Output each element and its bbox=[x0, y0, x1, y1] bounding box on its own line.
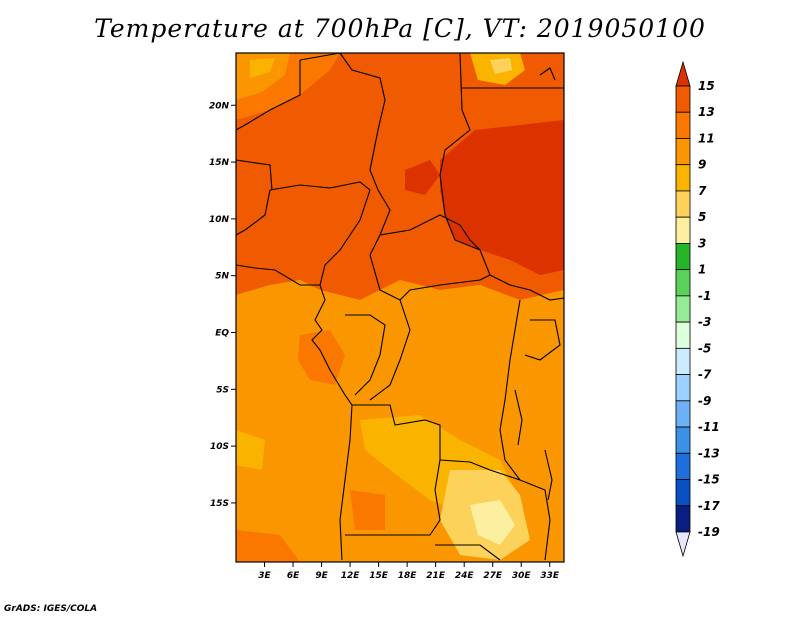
country-borders bbox=[235, 52, 565, 561]
fill-hot-small bbox=[405, 160, 440, 195]
colorbar-swatch bbox=[675, 190, 691, 218]
colorbar-label: -19 bbox=[698, 525, 720, 539]
fill-ne-yellow bbox=[490, 58, 512, 74]
lat-label: EQ bbox=[215, 328, 229, 338]
colorbar-label: 7 bbox=[698, 184, 707, 198]
border-rift bbox=[499, 299, 521, 481]
colorbar-label: -7 bbox=[698, 368, 712, 382]
colorbar-swatch bbox=[675, 321, 691, 349]
colorbar-swatch bbox=[675, 374, 691, 402]
colorbar-swatch bbox=[675, 505, 691, 533]
colorbar-label: -13 bbox=[698, 446, 720, 460]
border-drc-west bbox=[369, 299, 411, 401]
lon-label: 12E bbox=[341, 571, 361, 581]
colorbar-label: -15 bbox=[698, 473, 720, 487]
latitude-axis: 20N 15N 10N 5N EQ 5S 10S 15S bbox=[209, 101, 236, 509]
colorbar-swatch bbox=[675, 138, 691, 166]
fill-nw-corner bbox=[236, 53, 290, 100]
colorbar-label: -11 bbox=[698, 420, 720, 434]
border-east bbox=[489, 274, 565, 301]
border-angola-south bbox=[345, 459, 441, 536]
border-drc-angola bbox=[352, 404, 491, 471]
grads-credit: GrADS: IGES/COLA bbox=[4, 604, 98, 614]
colorbar-swatch bbox=[675, 269, 691, 297]
colorbar-swatch bbox=[675, 452, 691, 480]
lake-victoria bbox=[524, 319, 561, 361]
lat-label: 15S bbox=[210, 499, 229, 509]
lat-label: 5N bbox=[215, 272, 229, 282]
border-niger-nigeria bbox=[269, 181, 371, 191]
colorbar-swatch bbox=[675, 111, 691, 139]
colorbar-label: -9 bbox=[698, 394, 711, 408]
lat-label: 10N bbox=[209, 215, 230, 225]
fill-angola-dark bbox=[350, 490, 385, 530]
lon-label: 33E bbox=[540, 571, 560, 581]
border-mali-burkina bbox=[235, 159, 273, 191]
fill-sw-dark bbox=[236, 530, 300, 562]
border-sudan-west bbox=[439, 52, 491, 276]
colorbar-label: 15 bbox=[698, 79, 715, 93]
colorbar-swatch bbox=[675, 479, 691, 507]
colorbar-swatch bbox=[675, 295, 691, 323]
coast-red-sea bbox=[539, 67, 556, 81]
colorbar-label: 5 bbox=[698, 210, 706, 224]
colorbar-swatch bbox=[675, 400, 691, 428]
lon-label: 18E bbox=[398, 571, 418, 581]
temperature-fill bbox=[236, 53, 564, 562]
colorbar-label: -3 bbox=[698, 315, 711, 329]
lat-label: 10S bbox=[210, 442, 229, 452]
colorbar-swatch bbox=[675, 85, 691, 113]
border-namibia bbox=[435, 544, 501, 561]
border-burkina bbox=[235, 189, 271, 236]
colorbar-label: 11 bbox=[698, 131, 715, 145]
colorbar-swatch bbox=[675, 243, 691, 271]
border-algeria-mali bbox=[235, 60, 301, 131]
lat-label: 20N bbox=[209, 101, 230, 111]
border-car-south bbox=[369, 254, 491, 301]
colorbar-top-triangle bbox=[675, 60, 691, 87]
colorbar: 15 13 11 9 7 5 3 1 -1 -3 -5 -7 -9 -11 -13 -15 -17 -19 bbox=[675, 60, 720, 558]
fill-nw-light bbox=[250, 58, 275, 78]
lon-label: 9E bbox=[315, 571, 328, 581]
fill-south-pale bbox=[470, 500, 515, 545]
colorbar-label: -5 bbox=[698, 341, 711, 355]
lon-label: 30E bbox=[512, 571, 532, 581]
colorbar-swatch bbox=[675, 347, 691, 375]
lon-label: 6E bbox=[287, 571, 300, 581]
lon-label: 27E bbox=[483, 571, 503, 581]
border-libya-algeria bbox=[299, 52, 341, 61]
lat-label: 5S bbox=[216, 385, 229, 395]
fill-hot-core bbox=[440, 120, 564, 275]
colorbar-swatch bbox=[675, 216, 691, 244]
colorbar-label: 3 bbox=[698, 236, 706, 250]
fill-sw-light bbox=[236, 430, 265, 470]
lon-label: 15E bbox=[369, 571, 389, 581]
colorbar-swatch bbox=[675, 164, 691, 192]
lake-malawi bbox=[544, 449, 553, 501]
colorbar-swatch bbox=[675, 426, 691, 454]
colorbar-label: -17 bbox=[698, 499, 720, 513]
colorbar-label: 1 bbox=[698, 263, 706, 277]
lake-tanganyika bbox=[514, 389, 523, 446]
lon-label: 3E bbox=[258, 571, 271, 581]
border-car-north bbox=[379, 214, 481, 251]
colorbar-label: -1 bbox=[698, 289, 711, 303]
coastline-west bbox=[235, 264, 353, 561]
chart-title: Temperature at 700hPa [C], VT: 201905010… bbox=[94, 14, 706, 43]
map-frame bbox=[235, 52, 565, 563]
border-chad-niger bbox=[339, 52, 391, 256]
colorbar-bottom-triangle bbox=[675, 531, 691, 558]
fill-gabon bbox=[298, 330, 345, 385]
border-zambia-mozambique bbox=[489, 469, 551, 561]
border-congo bbox=[345, 314, 386, 396]
lat-label: 15N bbox=[209, 158, 230, 168]
longitude-axis: 3E 6E 9E 12E 15E 18E 21E 24E 27E 30E 33E bbox=[258, 562, 560, 581]
border-nigeria-cameroon bbox=[319, 189, 371, 286]
lon-label: 24E bbox=[455, 571, 475, 581]
lon-label: 21E bbox=[426, 571, 446, 581]
colorbar-label: 13 bbox=[698, 105, 715, 119]
colorbar-label: 9 bbox=[698, 158, 706, 172]
